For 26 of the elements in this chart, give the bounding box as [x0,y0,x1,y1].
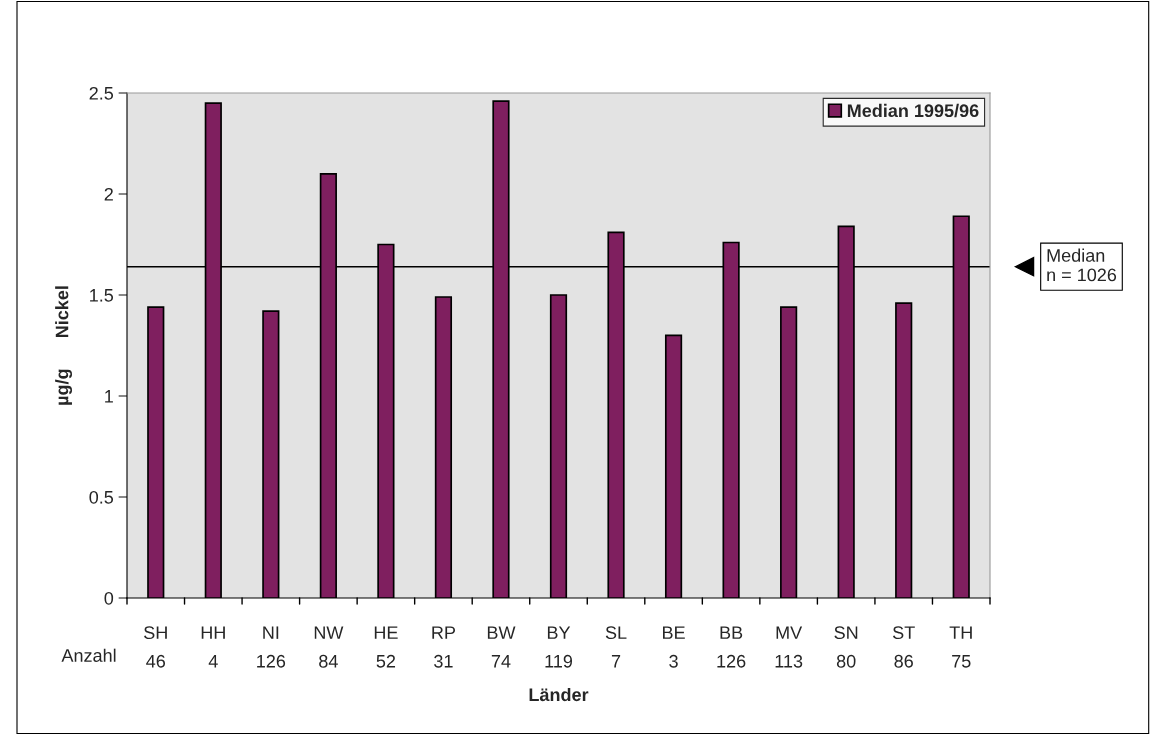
x-tick-label: RP 31 [432,626,456,668]
x-tick-label: SH 46 [144,626,167,668]
y-tick-label: 0 [104,591,114,605]
x-tick-label: ST 86 [892,626,915,668]
y-tick-label: 2 [104,187,113,201]
x-tick-label: HE 52 [374,626,398,668]
y-tick-label: 1.5 [90,289,114,302]
x-tick-label: BW 74 [487,626,516,668]
y-axis-title: µg/g Nickel [55,286,73,405]
x-tick-label: BE 3 [663,626,685,668]
y-tick-label: 2.5 [89,86,114,100]
text: Median n = 1026 [1047,248,1117,282]
x-tick-label: SL 7 [605,626,627,668]
x-tick-label: MV 113 [775,626,803,668]
y-tick-label: 1 [105,390,113,403]
x-tick-label: SN 80 [834,626,858,668]
x-tick-label: NI 126 [257,626,286,668]
text: Anzahl [61,648,116,662]
x-tick-label: TH 75 [949,626,972,668]
x-tick-label: HH 4 [201,626,225,668]
y-tick-label: 0.5 [89,490,114,504]
x-tick-label: BY 119 [545,626,573,668]
legend-label: Median 1995/96 [847,103,979,118]
x-tick-label: NW 84 [314,626,344,668]
x-axis-title: Länder [529,687,589,702]
x-tick-label: BB 126 [717,626,746,668]
